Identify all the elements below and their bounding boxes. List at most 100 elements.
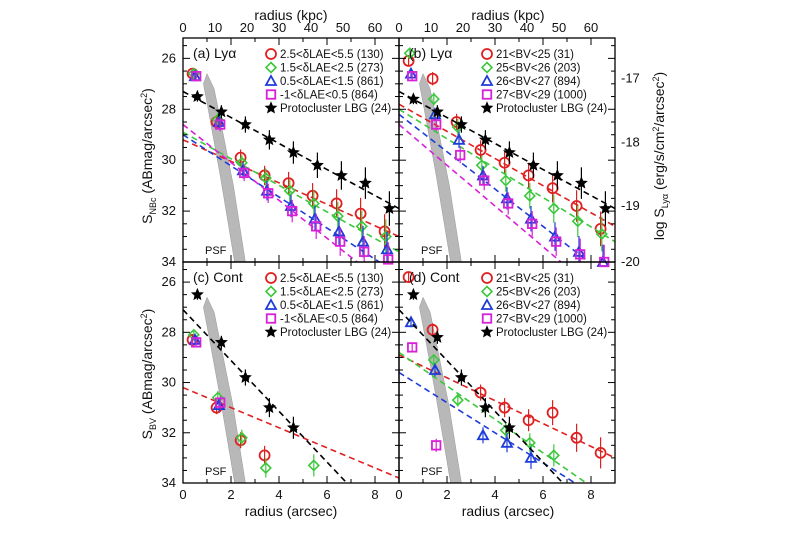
legend-entry: Protocluster LBG (24) (280, 327, 391, 339)
data-point (502, 420, 516, 434)
bottom-axis-title: radius (arcsec) (245, 503, 338, 519)
data-point (287, 205, 298, 217)
fit-line (183, 123, 359, 262)
data-point (403, 47, 416, 60)
data-point (478, 133, 492, 146)
data-point (354, 207, 367, 220)
legend-marker (265, 272, 277, 284)
x-tick-label: 6 (323, 487, 330, 502)
data-point (238, 370, 252, 384)
kpc-tick-label: 40 (520, 20, 534, 35)
legend-entry: 2.5<δLAE<5.5 (130) (280, 273, 384, 285)
data-point (335, 236, 346, 247)
data-point (476, 428, 490, 441)
data-point (306, 189, 319, 202)
kpc-tick-label: 30 (488, 20, 502, 35)
panel-label: (b) Lyα (409, 45, 452, 61)
data-point (548, 229, 562, 242)
data-point (383, 254, 394, 265)
data-point (334, 168, 348, 181)
fit-line (183, 309, 348, 483)
legend-marker (264, 325, 278, 338)
y-tick-label: 30 (162, 375, 176, 390)
data-point (215, 397, 226, 408)
legend-marker (264, 74, 278, 86)
data-point (283, 184, 296, 197)
legend-marker (264, 61, 278, 74)
fit-line (399, 103, 615, 228)
kpc-tick-label: 60 (368, 20, 382, 35)
data-point (570, 200, 583, 212)
left-axis-title-bottom: SBV (ABmag/arcsec2) (139, 309, 158, 440)
kpc-tick-label: 30 (272, 20, 286, 35)
data-point (215, 119, 226, 130)
data-point (479, 175, 490, 186)
data-point (286, 420, 300, 434)
data-point (575, 249, 586, 260)
legend-marker (480, 74, 494, 86)
legend-marker (265, 313, 277, 324)
data-point (214, 105, 228, 118)
data-point (359, 246, 370, 257)
data-point (379, 230, 392, 243)
legend-entry: 1.5<δLAE<2.5 (273) (280, 63, 384, 75)
data-point (427, 92, 440, 106)
legend-marker (265, 48, 277, 60)
data-point (239, 167, 250, 179)
data-point (262, 133, 276, 146)
legend-entry: 27<BV<29 (1000) (496, 90, 587, 102)
data-point (234, 151, 247, 164)
data-point (570, 431, 583, 444)
x-tick-label: 6 (539, 487, 546, 502)
svg-text:SNBc (ABmag/arcsec2): SNBc (ABmag/arcsec2) (139, 88, 158, 224)
y-tick-label: 26 (162, 274, 176, 289)
data-point (431, 119, 442, 130)
legend-marker (480, 101, 494, 114)
data-point (430, 105, 444, 118)
svg-text:SBV (ABmag/arcsec2): SBV (ABmag/arcsec2) (139, 309, 158, 440)
data-point (235, 431, 248, 444)
legend-marker (264, 101, 278, 114)
data-point (498, 401, 511, 414)
data-point (358, 176, 372, 189)
data-point (191, 71, 202, 82)
data-point (214, 335, 228, 348)
data-point (262, 400, 276, 414)
legend-marker (480, 285, 494, 298)
data-point (503, 198, 514, 209)
data-point (307, 459, 320, 472)
x-tick-label: 8 (587, 487, 594, 502)
psf-region (419, 72, 462, 262)
legend-entry: 21<BV<25 (31) (496, 273, 574, 285)
data-point (356, 234, 370, 247)
data-point (474, 144, 487, 156)
x-tick-label: 0 (179, 487, 186, 502)
data-point (595, 227, 608, 241)
legend-entry: Protocluster LBG (24) (496, 103, 607, 115)
data-point (452, 132, 466, 145)
legend-marker (265, 89, 277, 100)
x-tick-label: 2 (227, 487, 234, 502)
data-point (426, 323, 439, 336)
data-point (454, 370, 468, 384)
panel-label: (c) Cont (193, 269, 243, 285)
psf-label: PSF (205, 245, 227, 257)
legend-entry: 26<BV<27 (894) (496, 76, 581, 88)
data-point (455, 149, 466, 161)
data-point (234, 434, 247, 447)
x-tick-label: 4 (491, 487, 498, 502)
data-point (546, 406, 559, 419)
data-point (190, 89, 204, 103)
data-point (310, 158, 324, 171)
data-point (355, 220, 368, 233)
data-point (547, 202, 560, 215)
data-point (550, 168, 564, 181)
y-tick-label: 26 (162, 50, 176, 65)
top-axis-title-right: radius (kpc) (471, 7, 544, 23)
data-point (524, 211, 538, 224)
legend-marker (481, 89, 493, 100)
data-point (282, 177, 295, 189)
legend-marker (480, 61, 494, 74)
kpc-tick-label: 60 (584, 20, 598, 35)
legend-entry: 0.5<δLAE<1.5 (861) (280, 76, 384, 88)
